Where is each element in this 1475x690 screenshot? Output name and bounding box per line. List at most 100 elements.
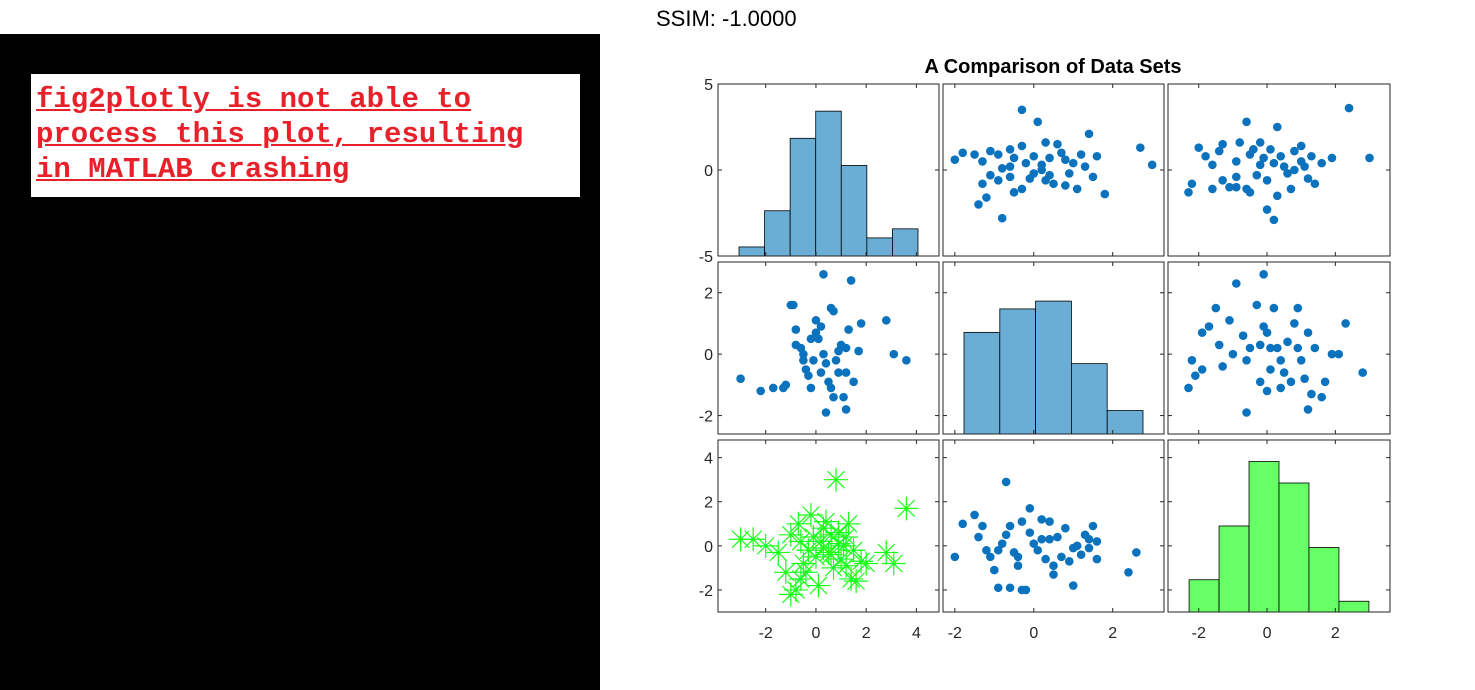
asterisk-point <box>819 542 844 567</box>
scatter-point <box>1092 554 1102 564</box>
asterisk-point <box>793 560 818 585</box>
scatter-point <box>1293 303 1303 313</box>
axes-frame <box>1167 83 1391 257</box>
asterisk-point <box>801 525 826 550</box>
scatter-point <box>1262 328 1272 337</box>
scatter-point <box>1283 337 1292 347</box>
scatter-point <box>1092 537 1102 546</box>
scatter-point <box>1124 568 1133 577</box>
scatter-point <box>993 150 1003 159</box>
scatter-point <box>1286 377 1296 387</box>
scatter-point <box>1001 477 1011 487</box>
scatter-point <box>1334 349 1344 359</box>
scatter-point <box>1272 191 1282 201</box>
scatter-point <box>1194 143 1204 152</box>
scatter-point <box>1232 172 1241 182</box>
scatter-point <box>1266 145 1275 154</box>
scatter-point <box>1266 343 1275 353</box>
scatter-point <box>978 179 987 189</box>
asterisk-point <box>834 553 859 578</box>
scatter-point <box>1061 523 1070 533</box>
x-tick-label: 0 <box>811 625 820 642</box>
asterisk-point <box>811 536 836 561</box>
scatter-point <box>1084 129 1094 139</box>
asterisk-point <box>788 566 813 591</box>
scatter-point <box>1279 368 1289 377</box>
axes-frame <box>942 83 1165 257</box>
scatter-point <box>856 319 866 328</box>
scatter-point <box>950 155 960 164</box>
scatter-point <box>958 148 968 158</box>
scatter-point <box>974 200 983 209</box>
scatter-point <box>1005 145 1015 154</box>
scatter-point <box>1017 105 1027 115</box>
scatter-point <box>1187 179 1197 189</box>
y-tick-label: 2 <box>704 495 713 512</box>
scatter-point <box>1242 408 1251 417</box>
asterisk-point <box>811 516 836 541</box>
scatter-point <box>1266 365 1275 374</box>
scatter-point <box>1218 139 1227 149</box>
scatter-point <box>1033 117 1043 127</box>
scatter-point <box>1092 151 1102 161</box>
asterisk-point <box>844 569 869 594</box>
scatter-point <box>1276 355 1286 365</box>
scatter-point <box>1269 215 1279 225</box>
scatter-point <box>1255 138 1265 147</box>
scatter-point <box>1147 160 1157 170</box>
scatter-point <box>1272 122 1282 132</box>
scatter-point <box>768 383 778 393</box>
scatter-point <box>1255 160 1265 170</box>
histogram-bar <box>1035 300 1072 435</box>
asterisk-point <box>796 538 821 563</box>
scatter-point <box>1214 340 1224 350</box>
asterisk-point <box>783 577 808 602</box>
scatter-point <box>1201 151 1210 161</box>
scatter-point <box>1017 585 1027 595</box>
asterisk-point <box>766 540 791 565</box>
scatter-point <box>736 374 745 384</box>
scatter-point <box>1061 181 1070 190</box>
histogram-bar <box>815 110 842 257</box>
scatter-point <box>986 552 995 562</box>
scatter-point <box>1029 151 1039 161</box>
asterisk-point <box>824 467 849 492</box>
scatter-point <box>1293 343 1303 353</box>
scatter-point <box>1208 160 1217 170</box>
scatter-point <box>1245 343 1255 353</box>
y-tick-label: 0 <box>704 347 713 364</box>
asterisk-point <box>753 533 778 558</box>
scatter-point <box>1310 343 1320 353</box>
asterisk-point <box>808 529 833 554</box>
scatter-point <box>1262 386 1272 396</box>
scatter-point <box>1232 182 1241 192</box>
scatter-point <box>816 322 826 331</box>
scatter-point <box>1053 532 1062 542</box>
scatter-point <box>1049 179 1058 189</box>
scatter-point <box>1029 539 1039 548</box>
scatter-point <box>1225 316 1234 325</box>
error-panel: fig2plotly is not able to process this p… <box>0 34 600 690</box>
scatter-point <box>1269 158 1279 168</box>
asterisk-point <box>826 531 851 556</box>
scatter-point <box>799 355 808 365</box>
scatter-point <box>1317 158 1326 168</box>
scatter-point <box>1272 343 1282 353</box>
x-tick-label: -2 <box>759 625 773 642</box>
scatter-point <box>1255 377 1265 387</box>
scatter-point <box>1327 153 1337 163</box>
y-tick-label: -5 <box>699 249 713 266</box>
axes-frame <box>942 261 1165 435</box>
asterisk-point <box>839 566 864 591</box>
scatter-point <box>1225 182 1234 192</box>
scatter-point <box>811 328 821 337</box>
asterisk-point <box>778 522 803 547</box>
scatter-point <box>1025 174 1035 183</box>
scatter-point <box>1276 151 1286 161</box>
asterisk-point <box>788 529 813 554</box>
scatter-point <box>1235 138 1245 147</box>
scatter-point <box>1191 371 1200 380</box>
scatter-point <box>1041 138 1050 147</box>
scatter-point <box>821 408 831 417</box>
